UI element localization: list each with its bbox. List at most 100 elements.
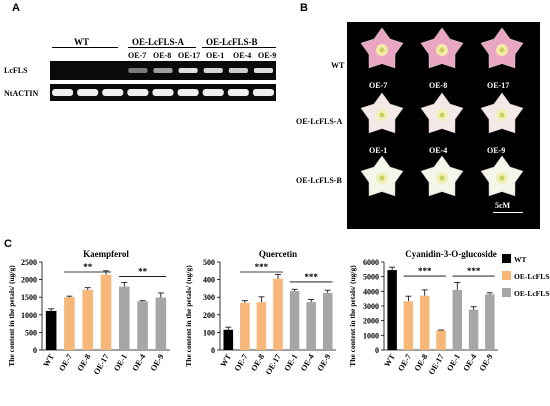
y-tick-label: 2500 — [21, 258, 37, 267]
flower-label-oe7: OE-7 — [369, 81, 388, 90]
bar — [485, 294, 495, 350]
bar — [419, 295, 430, 350]
ntactin-band — [177, 89, 199, 96]
scale-bar — [493, 212, 523, 213]
flower-label-oe8: OE-8 — [429, 81, 448, 90]
flower-photo: OE-7 OE-8 OE-17 OE-1 OE-4 OE-9 5cM — [347, 22, 540, 229]
y-tick-label: 1500 — [21, 293, 37, 302]
lane-label-oe1: OE-1 — [206, 51, 225, 60]
bar — [118, 286, 130, 350]
flower-label-oe1: OE-1 — [369, 146, 388, 155]
flower-stigma — [379, 47, 385, 53]
legend: WT OE-LcFLS-A OE-LcFLS-B — [502, 254, 550, 298]
legend-label: OE-LcFLS-B — [514, 289, 550, 298]
chart-title: Quercetin — [259, 249, 297, 259]
lcfls-band — [228, 68, 248, 73]
lcfls-band — [178, 68, 198, 73]
x-tick-label: OE-9 — [149, 353, 166, 373]
flower-photo-art — [360, 27, 524, 197]
gel-ntactin — [50, 84, 276, 101]
bar — [403, 301, 414, 350]
y-axis-label: The content in the petals/ (ug/g) — [184, 265, 193, 367]
x-tick-label: WT — [382, 352, 397, 369]
x-tick-label: OE-4 — [461, 353, 478, 373]
bar — [289, 291, 300, 350]
significance-mark: *** — [304, 272, 318, 282]
y-tick-label: 200 — [203, 311, 215, 320]
row-label-b-a: OE-LcFLS-A — [296, 117, 343, 126]
flower — [480, 27, 524, 69]
flower — [420, 92, 464, 134]
bar — [64, 297, 75, 350]
y-tick-label: 300 — [203, 293, 215, 302]
ntactin-band — [52, 89, 74, 96]
gel-lcfls — [50, 61, 276, 80]
lcfls-band — [153, 68, 173, 73]
group-label-wt: WT — [74, 37, 90, 47]
flower-stigma — [379, 112, 385, 118]
flower-label-oe4: OE-4 — [429, 146, 448, 155]
legend-label: WT — [514, 255, 527, 264]
x-tick-label: OE-9 — [316, 353, 333, 373]
lcfls-band — [128, 68, 148, 73]
y-tick-label: 400 — [203, 276, 215, 285]
flower — [360, 92, 404, 134]
flower — [360, 155, 404, 197]
flower-stigma — [499, 112, 505, 118]
lane-label-oe4: OE-4 — [233, 51, 252, 60]
y-tick-label: 1000 — [21, 311, 37, 320]
bar — [452, 289, 463, 350]
bar — [306, 302, 316, 350]
flower-stigma — [439, 112, 445, 118]
flower-stigma — [379, 175, 385, 181]
lane-label-oe7: OE-7 — [128, 51, 147, 60]
x-tick-label: OE-7 — [233, 353, 250, 373]
chart-kaempferol: Kaempferol 0 500 1000 1500 2000 2500 The conten… — [7, 249, 170, 376]
significance-mark: ** — [138, 266, 148, 276]
y-tick-label: 2000 — [21, 276, 37, 285]
group-label-a: OE-LcFLS-A — [132, 37, 185, 47]
row-label-lcfls: LcFLS — [4, 66, 28, 75]
panel-a-letter: A — [12, 2, 20, 14]
y-tick-label: 500 — [203, 258, 215, 267]
bar — [322, 292, 333, 350]
chart-quercetin: Quercetin 0 100 200 300 400 500 The content in … — [184, 249, 336, 376]
x-tick-label: OE-8 — [249, 353, 266, 373]
panel-c-letter: C — [4, 238, 12, 250]
x-tick-label: OE-7 — [57, 353, 74, 373]
scale-label: 5cM — [495, 201, 511, 210]
bar — [137, 301, 148, 350]
group-line-a — [128, 47, 196, 48]
y-tick-label: 4000 — [363, 287, 379, 296]
lane-label-oe8: OE-8 — [153, 51, 172, 60]
ntactin-band — [127, 89, 149, 96]
y-tick-label: 3000 — [363, 302, 379, 311]
flower-label-oe17: OE-17 — [487, 81, 510, 90]
y-axis-label: The content in the petals/ (ug/g) — [7, 265, 16, 367]
ntactin-band — [152, 89, 174, 96]
bar — [100, 274, 112, 350]
bar — [155, 297, 167, 350]
x-tick-label: WT — [219, 352, 234, 369]
bar — [240, 302, 250, 350]
y-tick-label: 0 — [375, 346, 379, 355]
y-tick-label: 6000 — [363, 258, 379, 267]
ntactin-band — [252, 89, 274, 96]
lane-label-oe9: OE-9 — [258, 51, 277, 60]
lane-label-oe17: OE-17 — [178, 51, 201, 60]
bar — [223, 329, 234, 350]
x-tick-label: OE-8 — [76, 353, 93, 373]
x-tick-label: OE-1 — [112, 353, 129, 373]
row-label-ntactin: NtACTIN — [4, 89, 39, 98]
lcfls-band — [253, 68, 273, 73]
x-tick-label: OE-4 — [130, 353, 147, 373]
y-tick-label: 1000 — [363, 331, 379, 340]
chart-cyanidin-3-o-glucoside: Cyanidin-3-O-glucoside 0 1000 2000 3000 4000 5… — [348, 249, 498, 376]
x-tick-label: OE-4 — [299, 353, 316, 373]
y-tick-label: 0 — [33, 346, 37, 355]
significance-mark: *** — [467, 266, 481, 276]
bar — [273, 278, 283, 350]
row-label-b-wt: WT — [331, 61, 345, 70]
flower — [420, 155, 464, 197]
